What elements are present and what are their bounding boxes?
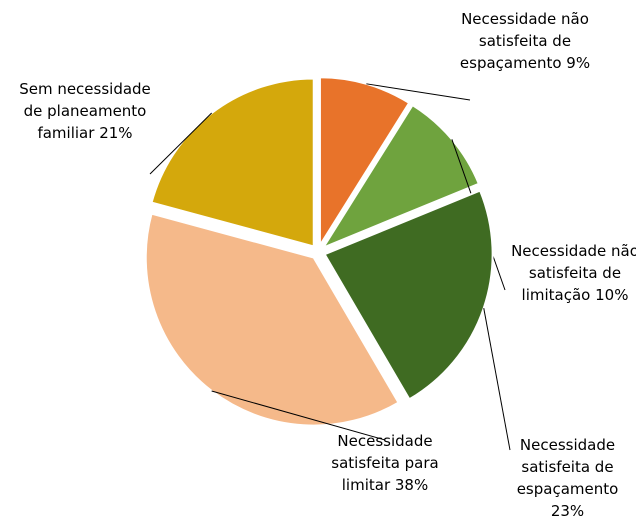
leader-line bbox=[483, 308, 511, 451]
slice-label: Necessidade não satisfeita de espaçament… bbox=[455, 8, 595, 74]
value-label: 38% bbox=[394, 476, 429, 494]
pie-slice bbox=[323, 189, 494, 401]
slice-label: Necessidade satisfeita de espaçamento 23… bbox=[505, 434, 630, 522]
category-label: Necessidade satisfeita de espaçamento bbox=[516, 436, 619, 498]
leader-line bbox=[211, 390, 386, 441]
pie-slice bbox=[320, 103, 481, 250]
value-label: 23% bbox=[550, 502, 585, 520]
value-label: 21% bbox=[99, 124, 133, 142]
slice-label: Necessidade não satisfeita de limitação … bbox=[510, 240, 636, 306]
category-label: Necessidade não satisfeita de limitação bbox=[511, 242, 636, 304]
leader-line bbox=[366, 83, 471, 101]
leader-line bbox=[149, 112, 212, 175]
category-label: Necessidade satisfeita para limitar bbox=[331, 432, 439, 494]
pie-slice bbox=[318, 76, 411, 249]
slice-label: Necessidade satisfeita para limitar 38% bbox=[310, 430, 460, 496]
value-label: 10% bbox=[595, 286, 629, 304]
slice-label: Sem necessidade de planeamento familiar … bbox=[10, 78, 160, 144]
category-label: Sem necessidade de planeamento familiar bbox=[19, 80, 151, 142]
category-label: Necessidade não satisfeita de espaçament… bbox=[459, 10, 589, 72]
value-label: 9% bbox=[566, 54, 591, 72]
